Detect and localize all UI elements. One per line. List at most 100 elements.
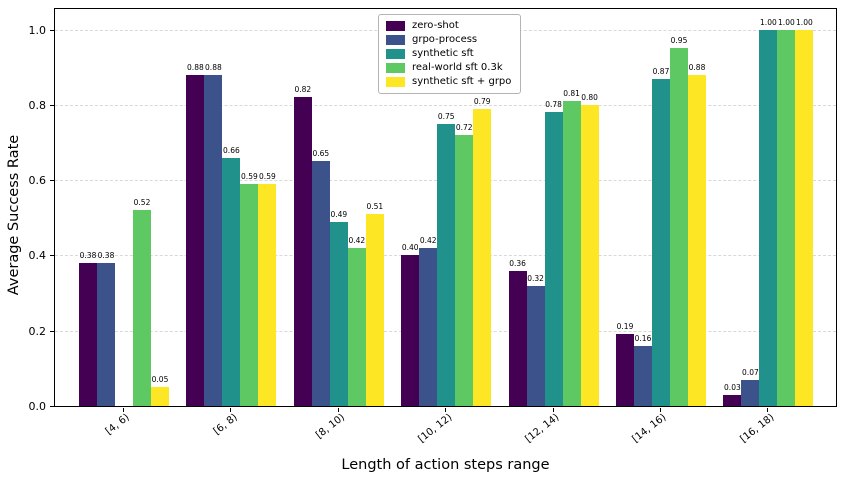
bar-real-world-sft-0-3k <box>562 101 581 406</box>
x-tick-mark <box>337 408 339 412</box>
bar-grpo-process <box>741 379 760 406</box>
bar-value-label: 0.42 <box>348 235 366 245</box>
y-tick-mark <box>50 255 54 257</box>
bar-synthetic-sft <box>329 221 348 406</box>
x-tick-mark <box>230 408 232 412</box>
bar-grpo-process <box>97 262 115 406</box>
legend-item-label: synthetic sft + grpo <box>412 76 512 87</box>
bar-value-label: 0.87 <box>652 66 670 76</box>
x-tick-mark <box>767 408 769 412</box>
x-tick-label: [4, 6) <box>103 412 132 438</box>
bar-grpo-process <box>419 247 438 406</box>
bar-zero-shot <box>293 97 312 406</box>
bar-value-label: 0.88 <box>688 62 706 72</box>
bar-value-label: 0.32 <box>527 273 544 283</box>
bar-synthetic-sft <box>652 78 670 406</box>
x-tick-label: [8, 10) <box>313 412 347 442</box>
bar-synthetic-sft-grpo <box>365 214 384 406</box>
bar-real-world-sft-0-3k <box>670 48 688 406</box>
bar-synthetic-sft-grpo <box>258 183 277 406</box>
legend: zero-shot grpo-process synthetic sft real-w… <box>378 14 522 94</box>
x-tick-mark <box>660 408 661 412</box>
bar-value-label: 0.40 <box>401 243 419 253</box>
bar-synthetic-sft <box>759 29 778 406</box>
y-tick-mark <box>50 406 54 407</box>
bar-grpo-process <box>634 345 652 406</box>
legend-item: real-world sft 0.3k <box>386 61 511 75</box>
bar-zero-shot <box>186 74 205 406</box>
bar-value-label: 0.82 <box>294 85 312 95</box>
y-tick-mark <box>50 180 54 182</box>
bar-value-label: 0.66 <box>223 145 240 155</box>
legend-item: zero-shot <box>386 19 511 33</box>
bar-value-label: 0.79 <box>473 96 491 106</box>
x-tick-mark <box>552 408 554 412</box>
x-tick-label: [14, 16) <box>630 412 669 446</box>
legend-color-swatch <box>386 21 405 31</box>
legend-color-swatch <box>386 35 405 45</box>
legend-color-swatch <box>386 77 405 87</box>
bar-real-world-sft-0-3k <box>777 29 796 406</box>
bar-value-label: 0.19 <box>616 322 634 332</box>
bar-zero-shot <box>79 262 97 406</box>
bar-value-label: 0.88 <box>187 62 204 72</box>
bar-synthetic-sft <box>544 112 563 406</box>
bar-value-label: 0.59 <box>259 171 276 181</box>
legend-item: synthetic sft <box>386 47 511 61</box>
legend-color-swatch <box>386 63 405 73</box>
legend-item-label: synthetic sft <box>412 48 474 59</box>
x-tick-mark <box>445 408 447 412</box>
bar-value-label: 1.00 <box>796 17 813 27</box>
legend-item: synthetic sft + grpo <box>386 75 511 89</box>
y-tick-label: 0.8 <box>28 98 47 112</box>
bar-value-label: 0.51 <box>366 202 384 212</box>
bar-value-label: 0.78 <box>545 100 562 110</box>
legend-item: grpo-process <box>386 33 511 47</box>
bar-value-label: 0.49 <box>330 209 348 219</box>
bar-value-label: 0.80 <box>581 92 598 102</box>
bar-synthetic-sft-grpo <box>795 29 814 406</box>
y-tick-label: 1.0 <box>28 23 47 37</box>
bar-synthetic-sft-grpo <box>473 108 492 406</box>
bar-zero-shot <box>616 334 634 406</box>
bar-value-label: 0.59 <box>241 171 258 181</box>
bar-real-world-sft-0-3k <box>347 247 366 406</box>
legend-item-label: zero-shot <box>412 20 459 31</box>
bar-value-label: 1.00 <box>778 17 795 27</box>
bar-grpo-process <box>526 285 545 406</box>
bar-real-world-sft-0-3k <box>240 183 259 406</box>
bar-grpo-process <box>204 74 223 406</box>
bar-value-label: 0.38 <box>97 250 115 260</box>
bar-zero-shot <box>723 394 742 406</box>
bar-synthetic-sft-grpo <box>688 74 706 406</box>
x-tick-label: [10, 12) <box>415 412 454 446</box>
y-tick-label: 0.0 <box>28 400 47 413</box>
bar-value-label: 0.42 <box>419 235 437 245</box>
bar-synthetic-sft-grpo <box>151 387 169 406</box>
legend-item-label: real-world sft 0.3k <box>412 62 503 73</box>
bar-value-label: 0.03 <box>724 382 741 392</box>
legend-item-label: grpo-process <box>412 34 478 45</box>
legend-color-swatch <box>386 49 405 59</box>
bar-value-label: 0.52 <box>133 198 151 208</box>
bar-value-label: 0.36 <box>509 258 526 268</box>
bar-zero-shot <box>508 270 527 406</box>
x-tick-mark <box>123 408 124 412</box>
bar-value-label: 0.05 <box>151 375 169 385</box>
bar-value-label: 0.65 <box>312 149 330 159</box>
bar-value-label: 0.38 <box>79 250 97 260</box>
x-tick-label: [6, 8) <box>211 412 240 438</box>
y-tick-mark <box>50 104 54 106</box>
x-tick-label: [12, 14) <box>523 412 562 446</box>
bar-value-label: 1.00 <box>760 17 777 27</box>
bar-value-label: 0.88 <box>205 62 222 72</box>
bar-synthetic-sft <box>437 123 456 406</box>
bar-value-label: 0.72 <box>455 122 473 132</box>
x-axis-label: Length of action steps range <box>341 457 550 473</box>
y-tick-label: 0.4 <box>28 249 47 263</box>
y-axis-label: Average Success Rate <box>6 134 22 296</box>
bar-value-label: 0.75 <box>437 111 455 121</box>
bar-value-label: 0.07 <box>742 367 759 377</box>
bar-value-label: 0.16 <box>634 333 652 343</box>
